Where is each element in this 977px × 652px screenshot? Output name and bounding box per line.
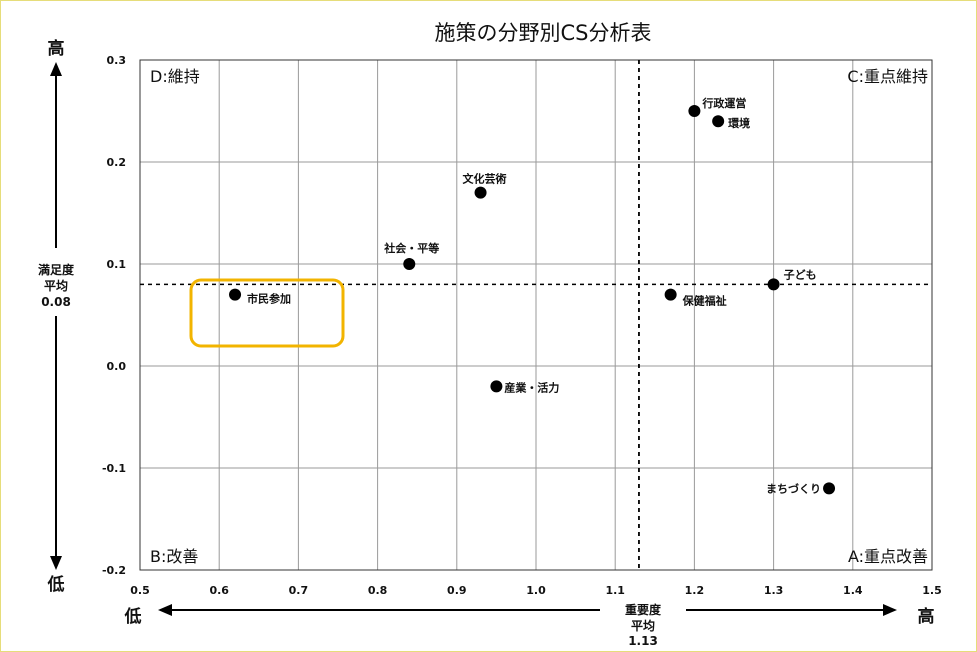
x-tick-label: 0.5 bbox=[130, 584, 150, 597]
grid-lines bbox=[140, 60, 932, 570]
x-tick-labels: 0.5 0.6 0.7 0.8 0.9 1.0 1.1 1.2 1.3 1.4 1.5 bbox=[130, 584, 942, 597]
y-tick-label: -0.2 bbox=[102, 564, 126, 577]
x-axis-low-label: 低 bbox=[124, 606, 142, 627]
data-point bbox=[229, 288, 242, 301]
quadrant-c-label: C:重点維持 bbox=[847, 67, 928, 86]
x-axis-mean-label-1: 重要度 bbox=[625, 602, 662, 617]
data-point-label: 子ども bbox=[784, 268, 817, 281]
y-axis-arrowhead-up bbox=[50, 62, 62, 76]
data-point bbox=[664, 288, 677, 301]
x-tick-label: 1.5 bbox=[922, 584, 942, 597]
y-axis-high-label: 高 bbox=[48, 38, 65, 59]
x-tick-label: 1.0 bbox=[526, 584, 546, 597]
y-axis-mean-label-2: 平均 bbox=[44, 278, 68, 293]
data-point-label: 環境 bbox=[728, 116, 750, 130]
chart-title: 施策の分野別CS分析表 bbox=[435, 21, 652, 45]
x-tick-label: 1.1 bbox=[605, 584, 625, 597]
x-axis-arrowhead-left bbox=[158, 604, 172, 616]
y-tick-label: 0.0 bbox=[107, 360, 127, 373]
data-point bbox=[712, 115, 725, 128]
x-tick-label: 1.2 bbox=[685, 584, 705, 597]
x-axis-high-label: 高 bbox=[918, 606, 935, 627]
data-point bbox=[403, 258, 416, 270]
x-tick-label: 1.3 bbox=[764, 584, 784, 597]
y-tick-label: 0.1 bbox=[107, 258, 127, 271]
y-axis-mean-label-1: 満足度 bbox=[38, 262, 75, 277]
highlight-box bbox=[189, 278, 345, 348]
data-point-label: 社会・平等 bbox=[383, 241, 439, 255]
y-axis-low-label: 低 bbox=[47, 574, 65, 595]
data-point-label: 産業・活力 bbox=[504, 380, 559, 394]
x-tick-label: 0.8 bbox=[368, 584, 388, 597]
y-tick-label: 0.2 bbox=[107, 156, 127, 169]
data-point bbox=[688, 105, 701, 117]
y-axis-arrowhead-down bbox=[50, 556, 62, 570]
data-point-label: まちづくり bbox=[766, 481, 821, 495]
y-tick-label: -0.1 bbox=[102, 462, 126, 475]
x-axis-mean-label-2: 平均 bbox=[631, 618, 655, 633]
y-axis-mean-value: 0.08 bbox=[41, 295, 71, 309]
data-point-label: 行政運営 bbox=[701, 96, 746, 110]
data-point bbox=[490, 380, 503, 393]
data-point-label: 市民参加 bbox=[247, 292, 291, 306]
x-tick-label: 1.4 bbox=[843, 584, 863, 597]
data-point-label: 保健福祉 bbox=[682, 294, 727, 308]
x-axis-arrowhead-right bbox=[883, 604, 897, 616]
plot-border bbox=[139, 59, 933, 571]
quadrant-d-label: D:維持 bbox=[150, 67, 200, 86]
data-point bbox=[474, 186, 487, 199]
x-axis-mean-value: 1.13 bbox=[628, 634, 658, 648]
data-point bbox=[823, 482, 836, 495]
x-tick-label: 0.6 bbox=[209, 584, 229, 597]
x-tick-label: 0.7 bbox=[289, 584, 309, 597]
data-point-label: 文化芸術 bbox=[463, 172, 507, 186]
y-tick-labels: -0.2 -0.1 0.0 0.1 0.2 0.3 bbox=[102, 54, 126, 577]
quadrant-a-label: A:重点改善 bbox=[848, 547, 928, 566]
y-tick-label: 0.3 bbox=[107, 54, 127, 67]
data-point bbox=[767, 278, 780, 291]
quadrant-b-label: B:改善 bbox=[150, 547, 198, 566]
x-tick-label: 0.9 bbox=[447, 584, 467, 597]
